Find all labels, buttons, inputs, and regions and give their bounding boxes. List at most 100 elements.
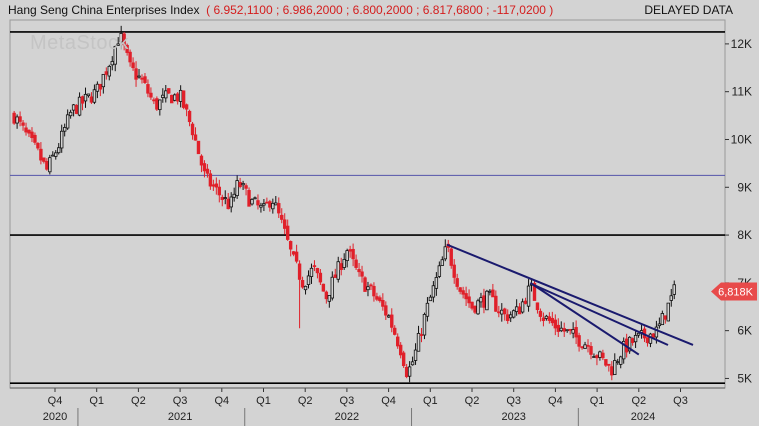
candle-body [482,295,486,308]
candle-body [390,314,394,328]
y-tick-label: 6K [737,324,752,338]
candle-body [381,300,385,307]
candle-body [211,184,216,187]
candle-body [333,274,337,278]
candle-body [476,300,480,315]
candle-body [167,88,171,94]
candle-body [36,142,40,149]
candle-body [407,366,412,377]
candle-body [669,295,673,301]
y-tick-label: 12K [731,37,752,51]
candle-body [95,83,100,92]
x-tick-label: Q2 [298,395,313,407]
candle-body [431,285,436,298]
candle-body [324,291,329,300]
candle-body [315,267,320,274]
candle-body [277,203,281,214]
candle-body [601,352,605,359]
candle-body [318,272,323,283]
candle-body [571,329,575,334]
trendline [529,282,640,356]
candle-body [274,202,278,206]
candle-body [568,328,572,331]
candle-body [15,116,19,124]
candle-body [262,203,266,206]
instrument-title: Hang Seng China Enterprises Index [8,3,200,17]
candle-body [253,197,257,200]
candle-body [39,148,43,161]
candle-body [297,263,302,280]
candle-body [378,297,382,302]
candle-body [196,140,201,155]
x-tick-label: Q4 [548,395,563,407]
candle-body [173,94,177,101]
candle-body [170,94,174,104]
candle-body [613,360,617,375]
candle-body [491,289,495,298]
x-tick-label: Q2 [631,395,646,407]
candle-body [485,290,489,311]
candle-body [184,104,189,110]
candle-body [574,327,578,338]
year-label: 2023 [501,411,525,423]
year-label: 2020 [43,411,67,423]
candle-body [636,332,641,336]
candle-body [633,334,638,343]
candle-body [18,116,22,122]
candle-body [158,99,162,111]
candle-body [164,90,168,99]
candle-body [506,314,510,322]
candle-body [473,305,477,313]
x-tick-label: Q1 [590,395,605,407]
candle-body [589,346,593,355]
candle-body [101,73,106,88]
candle-body [152,99,156,102]
x-tick-label: Q4 [214,395,229,407]
candle-body [437,265,442,277]
candle-body [250,199,254,205]
candle-body [27,129,31,134]
candle-body [280,214,284,220]
candle-body [360,271,364,277]
x-tick-label: Q4 [48,395,63,407]
candle-body [538,310,543,317]
candle-body [461,290,465,295]
last-price-badge [711,282,757,301]
candle-body [48,157,52,173]
candle-body [657,323,662,327]
candle-body [57,147,61,154]
candle-body [285,225,290,240]
candle-body [259,204,263,208]
candle-body [517,306,522,315]
candle-body [30,131,34,139]
x-tick-label: Q2 [131,395,146,407]
candle-body [229,196,233,208]
candle-body [384,305,388,316]
candle-body [547,316,552,321]
candle-body [479,297,483,303]
candle-body [410,361,415,366]
candle-body [143,76,147,83]
candle-body [339,263,343,270]
candle-body [369,284,373,287]
candle-body [416,333,421,352]
candle-body [98,83,103,90]
candle-body [651,333,656,338]
candle-body [440,259,445,266]
candle-body [321,283,326,292]
candle-body [309,267,314,277]
candle-body [559,327,563,332]
candle-body [586,344,590,347]
candle-body [619,356,623,365]
candle-body [556,324,560,332]
x-tick-label: Q2 [465,395,480,407]
candle-body [86,93,91,97]
candle-body [419,334,424,336]
candle-body [181,90,186,108]
candle-body [74,104,79,114]
candle-body [68,111,73,117]
candle-body [393,327,397,335]
candle-body [268,201,272,208]
candle-body [104,71,109,75]
